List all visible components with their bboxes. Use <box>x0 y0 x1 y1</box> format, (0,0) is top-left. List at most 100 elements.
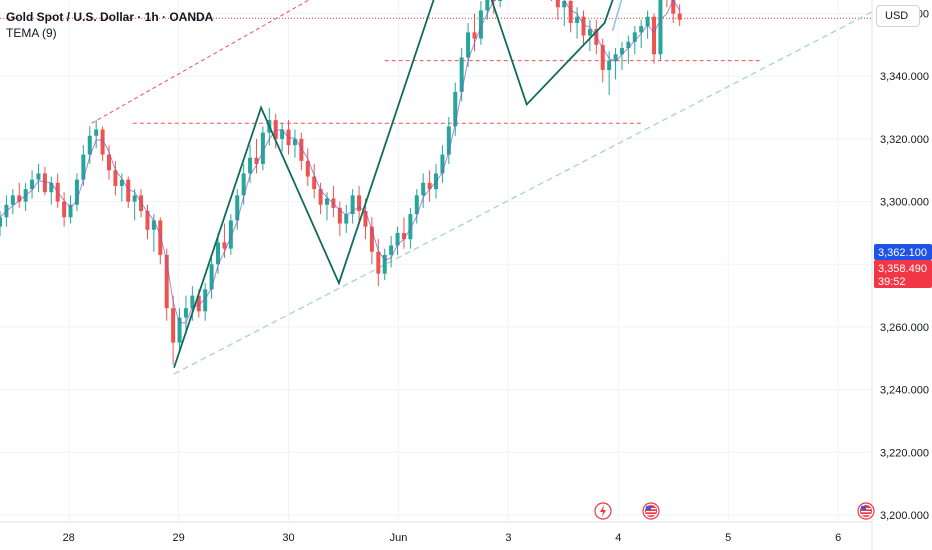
candle-body <box>254 157 259 164</box>
candle-body <box>421 182 426 196</box>
candle-body <box>280 129 285 139</box>
candle-body <box>74 179 79 205</box>
time-axis[interactable]: 28 29 30 Jun 3 4 5 6 <box>0 521 872 544</box>
candle-body <box>344 214 349 224</box>
candle-body <box>466 32 471 58</box>
candle-body <box>177 317 182 343</box>
price-tick-label: 3,200.000 <box>880 510 929 522</box>
candle-body <box>395 232 400 246</box>
flag-stripe <box>861 511 871 513</box>
tema-polyline <box>0 0 681 324</box>
candle-body <box>113 170 118 186</box>
candle-body <box>677 13 682 20</box>
candle-body <box>132 195 137 202</box>
candle-body <box>209 264 214 290</box>
time-tick-label: 28 <box>63 532 75 544</box>
candle-body <box>94 129 99 136</box>
time-tick-label: 30 <box>282 532 294 544</box>
candle-body <box>273 120 278 139</box>
candle-body <box>645 16 650 27</box>
candle-body <box>607 60 612 70</box>
resistance-trendline[interactable] <box>91 0 683 124</box>
candle-body <box>42 173 47 193</box>
candle-body <box>389 245 394 255</box>
candle-body <box>164 254 169 309</box>
high-price-tag-bg <box>874 244 932 260</box>
candle-body <box>235 195 240 221</box>
candle-body <box>639 26 644 33</box>
candle-body <box>581 16 586 36</box>
zigzag-path[interactable] <box>173 0 687 368</box>
current-price-tag-text: 3,358.490 <box>878 263 927 275</box>
candle-body <box>17 195 22 202</box>
candle-body <box>478 10 483 39</box>
flag-canton <box>861 506 866 510</box>
event-markers[interactable] <box>594 502 875 520</box>
candle-body <box>10 195 15 205</box>
pattern-path[interactable] <box>173 0 688 368</box>
candle-body <box>658 0 663 55</box>
candle-body <box>498 0 503 2</box>
high-price-tag: 3,362.100 <box>874 244 932 260</box>
candle-body <box>414 195 419 215</box>
candle-body <box>600 44 605 70</box>
flag-stripe <box>861 514 871 516</box>
candle-body <box>49 182 54 193</box>
current-price-tag-bg <box>874 260 932 288</box>
flag-canton <box>646 506 651 510</box>
candle-body <box>145 211 150 230</box>
time-tick-label: 6 <box>835 532 841 544</box>
candle-body <box>376 251 381 274</box>
candle-body <box>119 179 124 186</box>
horizontal-levels <box>0 17 872 124</box>
price-tick-label: 3,260.000 <box>880 322 929 334</box>
candle-body <box>453 91 458 127</box>
indicator-label[interactable]: TEMA (9) <box>6 26 57 40</box>
currency-button[interactable]: USD <box>876 5 920 27</box>
candle-body <box>562 1 567 8</box>
current-price-tag-text: 39:52 <box>878 276 906 288</box>
candlestick-series <box>0 0 682 365</box>
candle-body <box>158 220 163 255</box>
candle-body <box>190 295 195 309</box>
candle-body <box>299 138 304 161</box>
time-tick-label: Jun <box>390 532 408 544</box>
candle-body <box>305 160 310 177</box>
candle-body <box>203 289 208 312</box>
candle-body <box>626 41 631 49</box>
time-tick-label: 5 <box>725 532 731 544</box>
candle-body <box>228 220 233 249</box>
candle-body <box>427 182 432 190</box>
event-marker-1[interactable] <box>594 502 612 520</box>
candle-body <box>632 32 637 42</box>
flag-stripe <box>646 511 656 513</box>
time-tick-label: 4 <box>615 532 621 544</box>
candle-body <box>81 154 86 180</box>
high-price-tag-text: 3,362.100 <box>878 247 927 259</box>
candle-body <box>151 220 156 230</box>
candle-body <box>100 129 105 155</box>
chart-title: Gold Spot / U.S. Dollar · 1h · OANDA <box>6 10 214 24</box>
event-marker-2[interactable] <box>642 502 660 520</box>
candle-body <box>652 16 657 55</box>
candle-body <box>260 132 265 164</box>
candle-body <box>459 57 464 92</box>
candle-body <box>440 154 445 174</box>
price-tick-label: 3,300.000 <box>880 197 929 209</box>
candle-body <box>363 211 368 227</box>
time-tick-label: 29 <box>172 532 184 544</box>
lightning-event-icon <box>600 505 606 517</box>
grid <box>0 0 872 522</box>
support-trendline[interactable] <box>173 0 894 375</box>
candle-body <box>575 16 580 23</box>
candle-body <box>36 173 41 180</box>
event-marker-3[interactable] <box>857 502 875 520</box>
candle-body <box>472 32 477 39</box>
tema-line <box>0 0 681 324</box>
candle-body <box>401 232 406 240</box>
candle-body <box>87 135 92 155</box>
